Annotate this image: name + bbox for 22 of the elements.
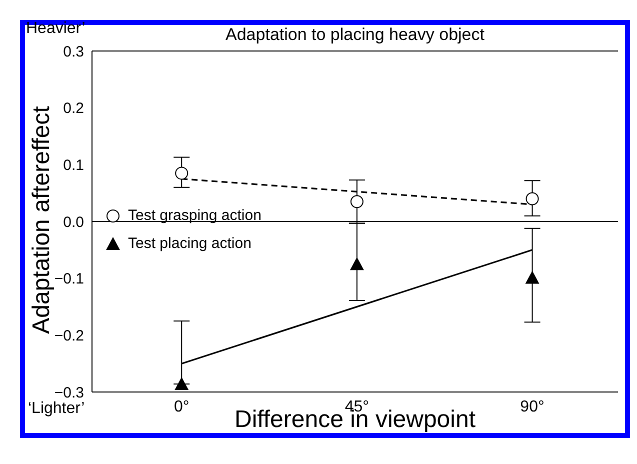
y-tick-label: 0.2 — [63, 100, 84, 118]
x-tick-label: 90° — [520, 398, 544, 416]
y-tick-label: 0.0 — [63, 214, 84, 231]
chart-title: Adaptation to placing heavy object — [224, 25, 486, 45]
x-tick-label: 45° — [344, 398, 370, 416]
x-tick-label: 0° — [174, 398, 190, 416]
text: Heavier’ — [26, 20, 86, 38]
y-tick-label: 0.1 — [63, 156, 84, 174]
legend-label: Test grasping action — [128, 206, 262, 224]
y-tick-label: −0.3 — [54, 384, 84, 402]
y-tick-label: −0.1 — [54, 270, 84, 288]
y-axis-title: Adaptation aftereffect — [28, 106, 55, 334]
point — [525, 270, 540, 284]
point — [174, 377, 189, 390]
point — [526, 192, 539, 206]
legend-label: Test placing action — [128, 234, 252, 252]
point — [350, 257, 364, 270]
point — [350, 195, 364, 208]
y-tick-label: 0.3 — [63, 43, 84, 60]
y-tick-label: −0.2 — [54, 327, 84, 344]
point — [175, 166, 188, 180]
text: ‘Lighter’ — [28, 400, 85, 418]
